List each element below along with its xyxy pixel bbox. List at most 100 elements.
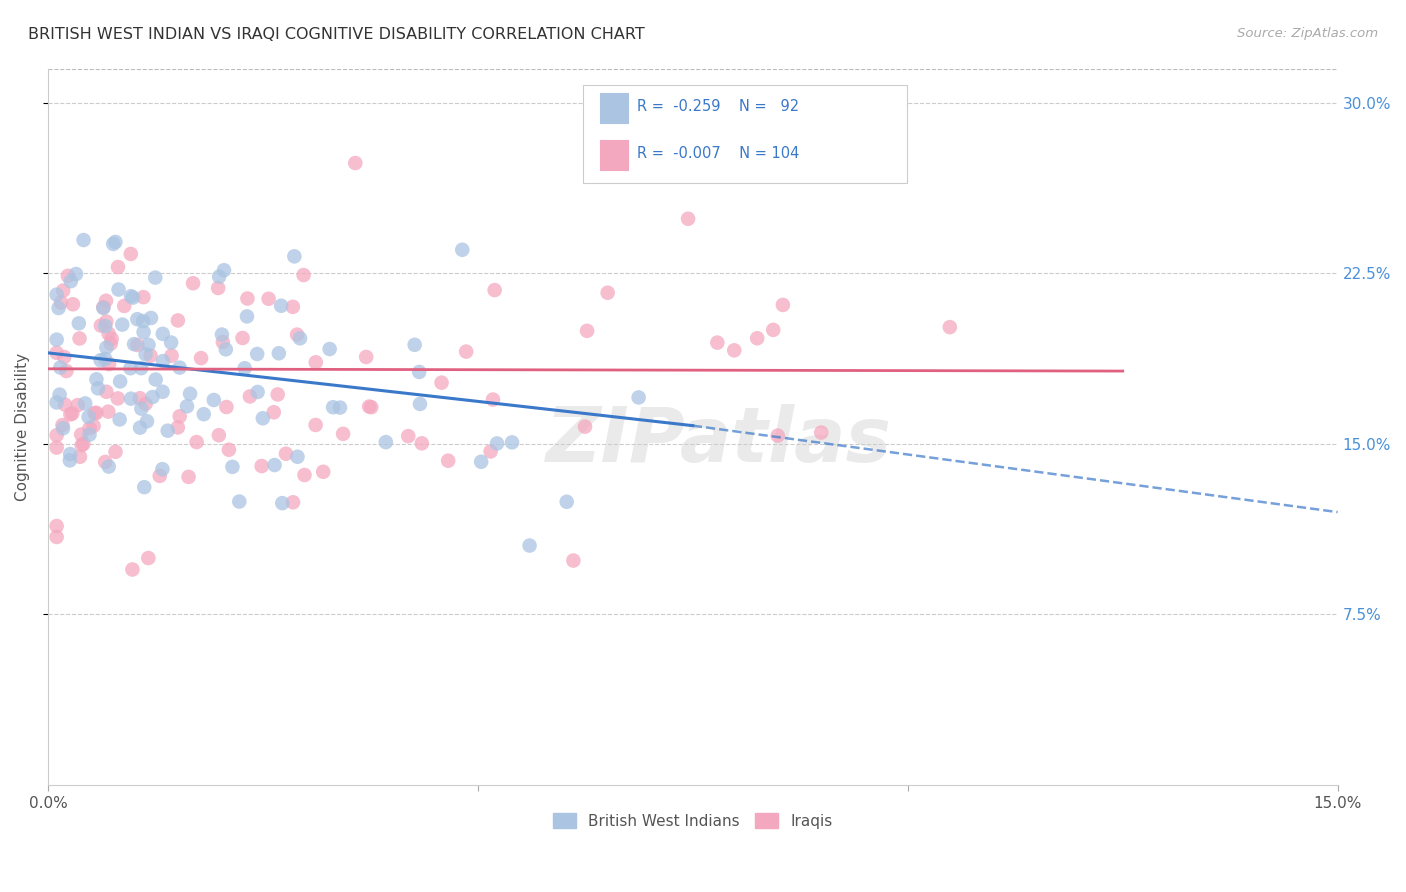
Point	[555, 495, 578, 509]
Point	[246, 347, 269, 361]
Point	[45, 333, 67, 347]
Point	[59, 408, 82, 422]
Point	[152, 326, 174, 341]
Point	[49, 295, 72, 310]
Point	[127, 312, 149, 326]
Point	[48, 301, 70, 315]
Point	[143, 270, 166, 285]
Point	[484, 283, 506, 297]
Point	[193, 407, 215, 421]
Point	[292, 268, 315, 282]
Point	[283, 249, 305, 263]
Point	[411, 436, 433, 450]
Point	[129, 420, 152, 434]
Point	[270, 299, 292, 313]
Point	[48, 387, 70, 401]
Point	[354, 350, 377, 364]
Point	[45, 530, 67, 544]
Point	[747, 331, 769, 345]
Point	[96, 384, 118, 399]
Point	[766, 428, 789, 442]
Text: Source: ZipAtlas.com: Source: ZipAtlas.com	[1237, 27, 1378, 40]
Point	[274, 447, 297, 461]
Point	[52, 284, 75, 298]
Point	[252, 411, 274, 425]
Point	[120, 247, 142, 261]
Point	[470, 455, 492, 469]
Point	[52, 421, 75, 435]
Point	[233, 361, 256, 376]
Point	[322, 401, 344, 415]
Point	[456, 344, 478, 359]
Point	[271, 496, 294, 510]
Point	[706, 335, 728, 350]
Point	[97, 326, 120, 341]
Point	[152, 384, 174, 399]
Point	[166, 420, 188, 434]
Point	[132, 325, 155, 339]
Point	[59, 274, 82, 288]
Point	[90, 318, 112, 333]
Point	[329, 401, 352, 415]
Point	[97, 404, 120, 418]
Point	[138, 551, 160, 566]
Point	[176, 399, 198, 413]
Point	[281, 300, 304, 314]
Point	[281, 495, 304, 509]
Point	[156, 424, 179, 438]
Point	[49, 360, 72, 375]
Point	[45, 395, 67, 409]
Point	[96, 341, 118, 355]
Point	[128, 391, 150, 405]
Point	[55, 364, 77, 378]
Point	[263, 458, 285, 472]
Point	[287, 450, 309, 464]
Point	[451, 243, 474, 257]
Point	[94, 319, 117, 334]
Point	[221, 459, 243, 474]
Point	[94, 351, 117, 366]
Point	[810, 425, 832, 440]
Point	[236, 310, 259, 324]
Point	[486, 436, 509, 450]
Legend: British West Indians, Iraqis: British West Indians, Iraqis	[547, 806, 838, 835]
Point	[160, 335, 183, 350]
Point	[288, 331, 311, 345]
Point	[359, 400, 381, 414]
Point	[250, 458, 273, 473]
Point	[374, 435, 396, 450]
Point	[135, 397, 157, 411]
Point	[169, 360, 191, 375]
Point	[62, 297, 84, 311]
Point	[45, 428, 67, 442]
Point	[408, 365, 430, 379]
Point	[212, 334, 235, 349]
Point	[69, 450, 91, 464]
Point	[762, 323, 785, 337]
Text: R =  -0.259    N =   92: R = -0.259 N = 92	[637, 99, 799, 114]
Point	[72, 233, 94, 247]
Point	[122, 337, 145, 351]
Point	[627, 391, 650, 405]
Point	[83, 406, 105, 420]
Point	[100, 332, 122, 346]
Point	[208, 428, 231, 442]
Point	[149, 469, 172, 483]
Text: ZIPatlas: ZIPatlas	[546, 404, 891, 478]
Point	[112, 299, 135, 313]
Point	[267, 387, 290, 401]
Point	[562, 553, 585, 567]
Point	[208, 269, 231, 284]
Point	[596, 285, 619, 300]
Point	[138, 338, 160, 352]
Point	[104, 445, 127, 459]
Point	[152, 462, 174, 476]
Point	[120, 392, 142, 406]
Point	[108, 375, 131, 389]
Point	[129, 361, 152, 376]
Point	[51, 418, 73, 433]
Point	[160, 349, 183, 363]
Point	[79, 427, 101, 442]
Point	[139, 349, 162, 363]
Point	[239, 389, 262, 403]
